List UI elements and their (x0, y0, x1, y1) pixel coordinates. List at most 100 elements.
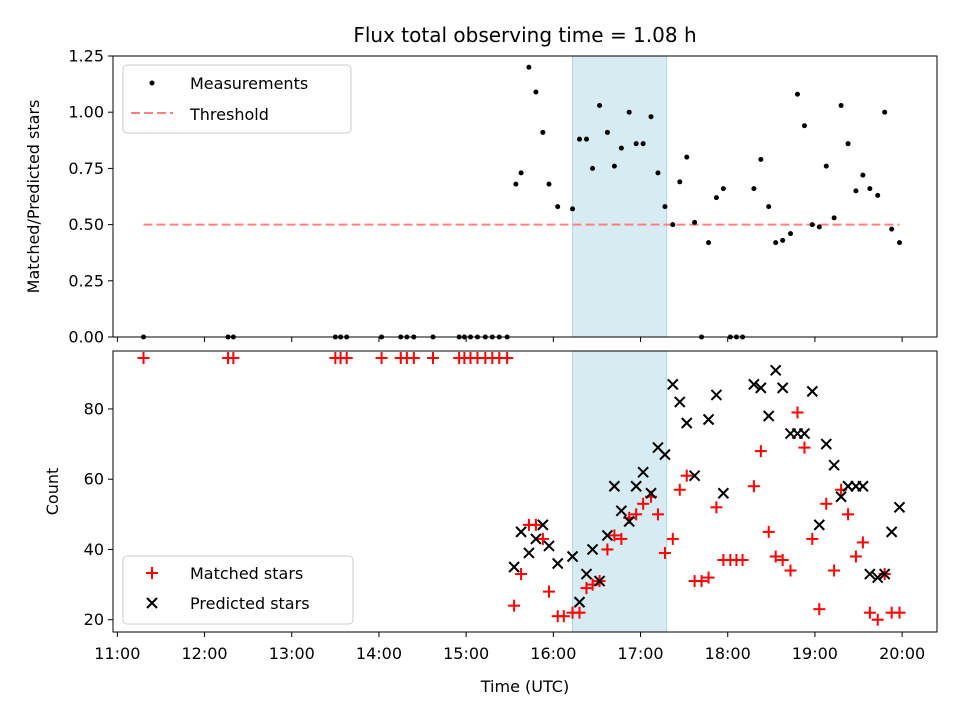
matched-star-point (776, 553, 789, 566)
matched-star-point (515, 568, 528, 581)
matched-star-point (856, 536, 869, 549)
predicted-star-point-b (645, 487, 657, 499)
predicted-star-point (820, 438, 832, 450)
predicted-star-point-b (508, 561, 520, 573)
predicted-star-point (515, 526, 527, 538)
matched-star-point (710, 501, 723, 514)
legend-matched-marker (146, 567, 158, 579)
predicted-star-point-b (828, 459, 840, 471)
predicted-star-point (573, 596, 586, 608)
measurement-point (706, 240, 712, 246)
predicted-star-point-b (748, 378, 760, 391)
measurement-point (555, 204, 561, 210)
bottom-x-tick-label: 15:00 (443, 644, 489, 663)
measurement-point (533, 89, 539, 95)
predicted-star-point (748, 378, 760, 391)
measurement-point (576, 136, 582, 142)
measurement-point (766, 204, 772, 210)
measurement-point (794, 91, 800, 97)
measurement-point (720, 186, 726, 192)
measurement-point (597, 102, 603, 108)
bottom-y-tick-label: 20 (84, 610, 104, 629)
bottom-x-tick-label: 18:00 (705, 644, 751, 663)
predicted-star-point-b (523, 547, 535, 559)
predicted-star-point (523, 547, 535, 559)
predicted-star-point-b (652, 441, 664, 454)
predicted-star-point (717, 487, 730, 499)
predicted-star-point (508, 561, 520, 573)
predicted-star-point (674, 396, 686, 408)
top-legend: Measurements Threshold (122, 64, 352, 134)
matched-star-point (673, 483, 686, 496)
predicted-star-point-b (566, 550, 579, 563)
predicted-star-point (864, 568, 876, 580)
matched-star-point (680, 469, 693, 482)
matched-star-point (893, 606, 906, 619)
matched-star-point (736, 553, 749, 566)
predicted-star-point (828, 459, 840, 471)
predicted-star-point-b (893, 501, 906, 514)
legend-matched-label: Matched stars (190, 564, 303, 583)
measurement-point (611, 163, 617, 169)
predicted-star-point (543, 540, 555, 552)
predicted-star-point (601, 529, 614, 542)
predicted-star-point (755, 382, 767, 394)
predicted-star-point-b (702, 413, 715, 426)
measurement-point (626, 109, 632, 115)
measurement-point (648, 114, 654, 120)
matched-star-point (529, 518, 542, 531)
measurement-point (684, 154, 690, 160)
measurement-point (860, 172, 866, 178)
matched-star-point (536, 532, 549, 545)
top-y-tick-label: 0.50 (68, 215, 104, 234)
predicted-star-point-b (537, 519, 549, 531)
predicted-star-point-b (806, 385, 819, 398)
predicted-star-point-b (586, 543, 599, 556)
matched-star-point (557, 610, 570, 623)
measurement-point (604, 129, 610, 135)
matched-star-point (658, 546, 671, 559)
measurement-point (882, 109, 888, 115)
predicted-star-point (688, 469, 701, 482)
legend-measurements-label: Measurements (190, 74, 308, 93)
measurement-point (583, 136, 589, 142)
matched-star-point (630, 508, 643, 521)
measurement-point (540, 129, 546, 135)
measurement-point (816, 224, 822, 230)
predicted-star-point (637, 466, 649, 478)
predicted-star-point-b (820, 438, 832, 450)
matched-star-point (842, 508, 855, 521)
bottom-y-axis-ticks: 20 40 60 80 (84, 399, 113, 629)
predicted-star-point-b (878, 568, 891, 580)
matched-star-point (501, 352, 514, 365)
matched-star-point (580, 582, 593, 595)
measurement-point (526, 64, 532, 70)
bottom-y-axis-label: Count (43, 468, 62, 516)
predicted-star-point-b (857, 480, 869, 492)
predicted-star-point (593, 575, 606, 587)
matched-star-point (615, 532, 628, 545)
predicted-star-point (615, 505, 628, 517)
matched-star-point (813, 603, 826, 616)
predicted-star-point-b (630, 480, 642, 492)
matched-star-point (375, 352, 388, 365)
measurement-point (867, 186, 873, 192)
measurement-point (513, 181, 519, 187)
predicted-star-point-b (871, 571, 884, 584)
top-highlight-span (572, 55, 668, 338)
bottom-x-tick-label: 19:00 (792, 644, 838, 663)
predicted-star-point (630, 480, 642, 492)
matched-star-point (820, 497, 833, 510)
measurement-point (662, 204, 668, 210)
predicted-star-point-b (615, 505, 628, 517)
predicted-star-point (659, 448, 671, 461)
measurement-point (640, 141, 646, 147)
predicted-star-point-b (667, 378, 679, 391)
predicted-star-point (623, 515, 635, 528)
predicted-star-point-b (813, 519, 825, 531)
predicted-star-point-b (573, 596, 586, 608)
matched-star-point (695, 575, 708, 588)
measurement-point (823, 163, 829, 169)
